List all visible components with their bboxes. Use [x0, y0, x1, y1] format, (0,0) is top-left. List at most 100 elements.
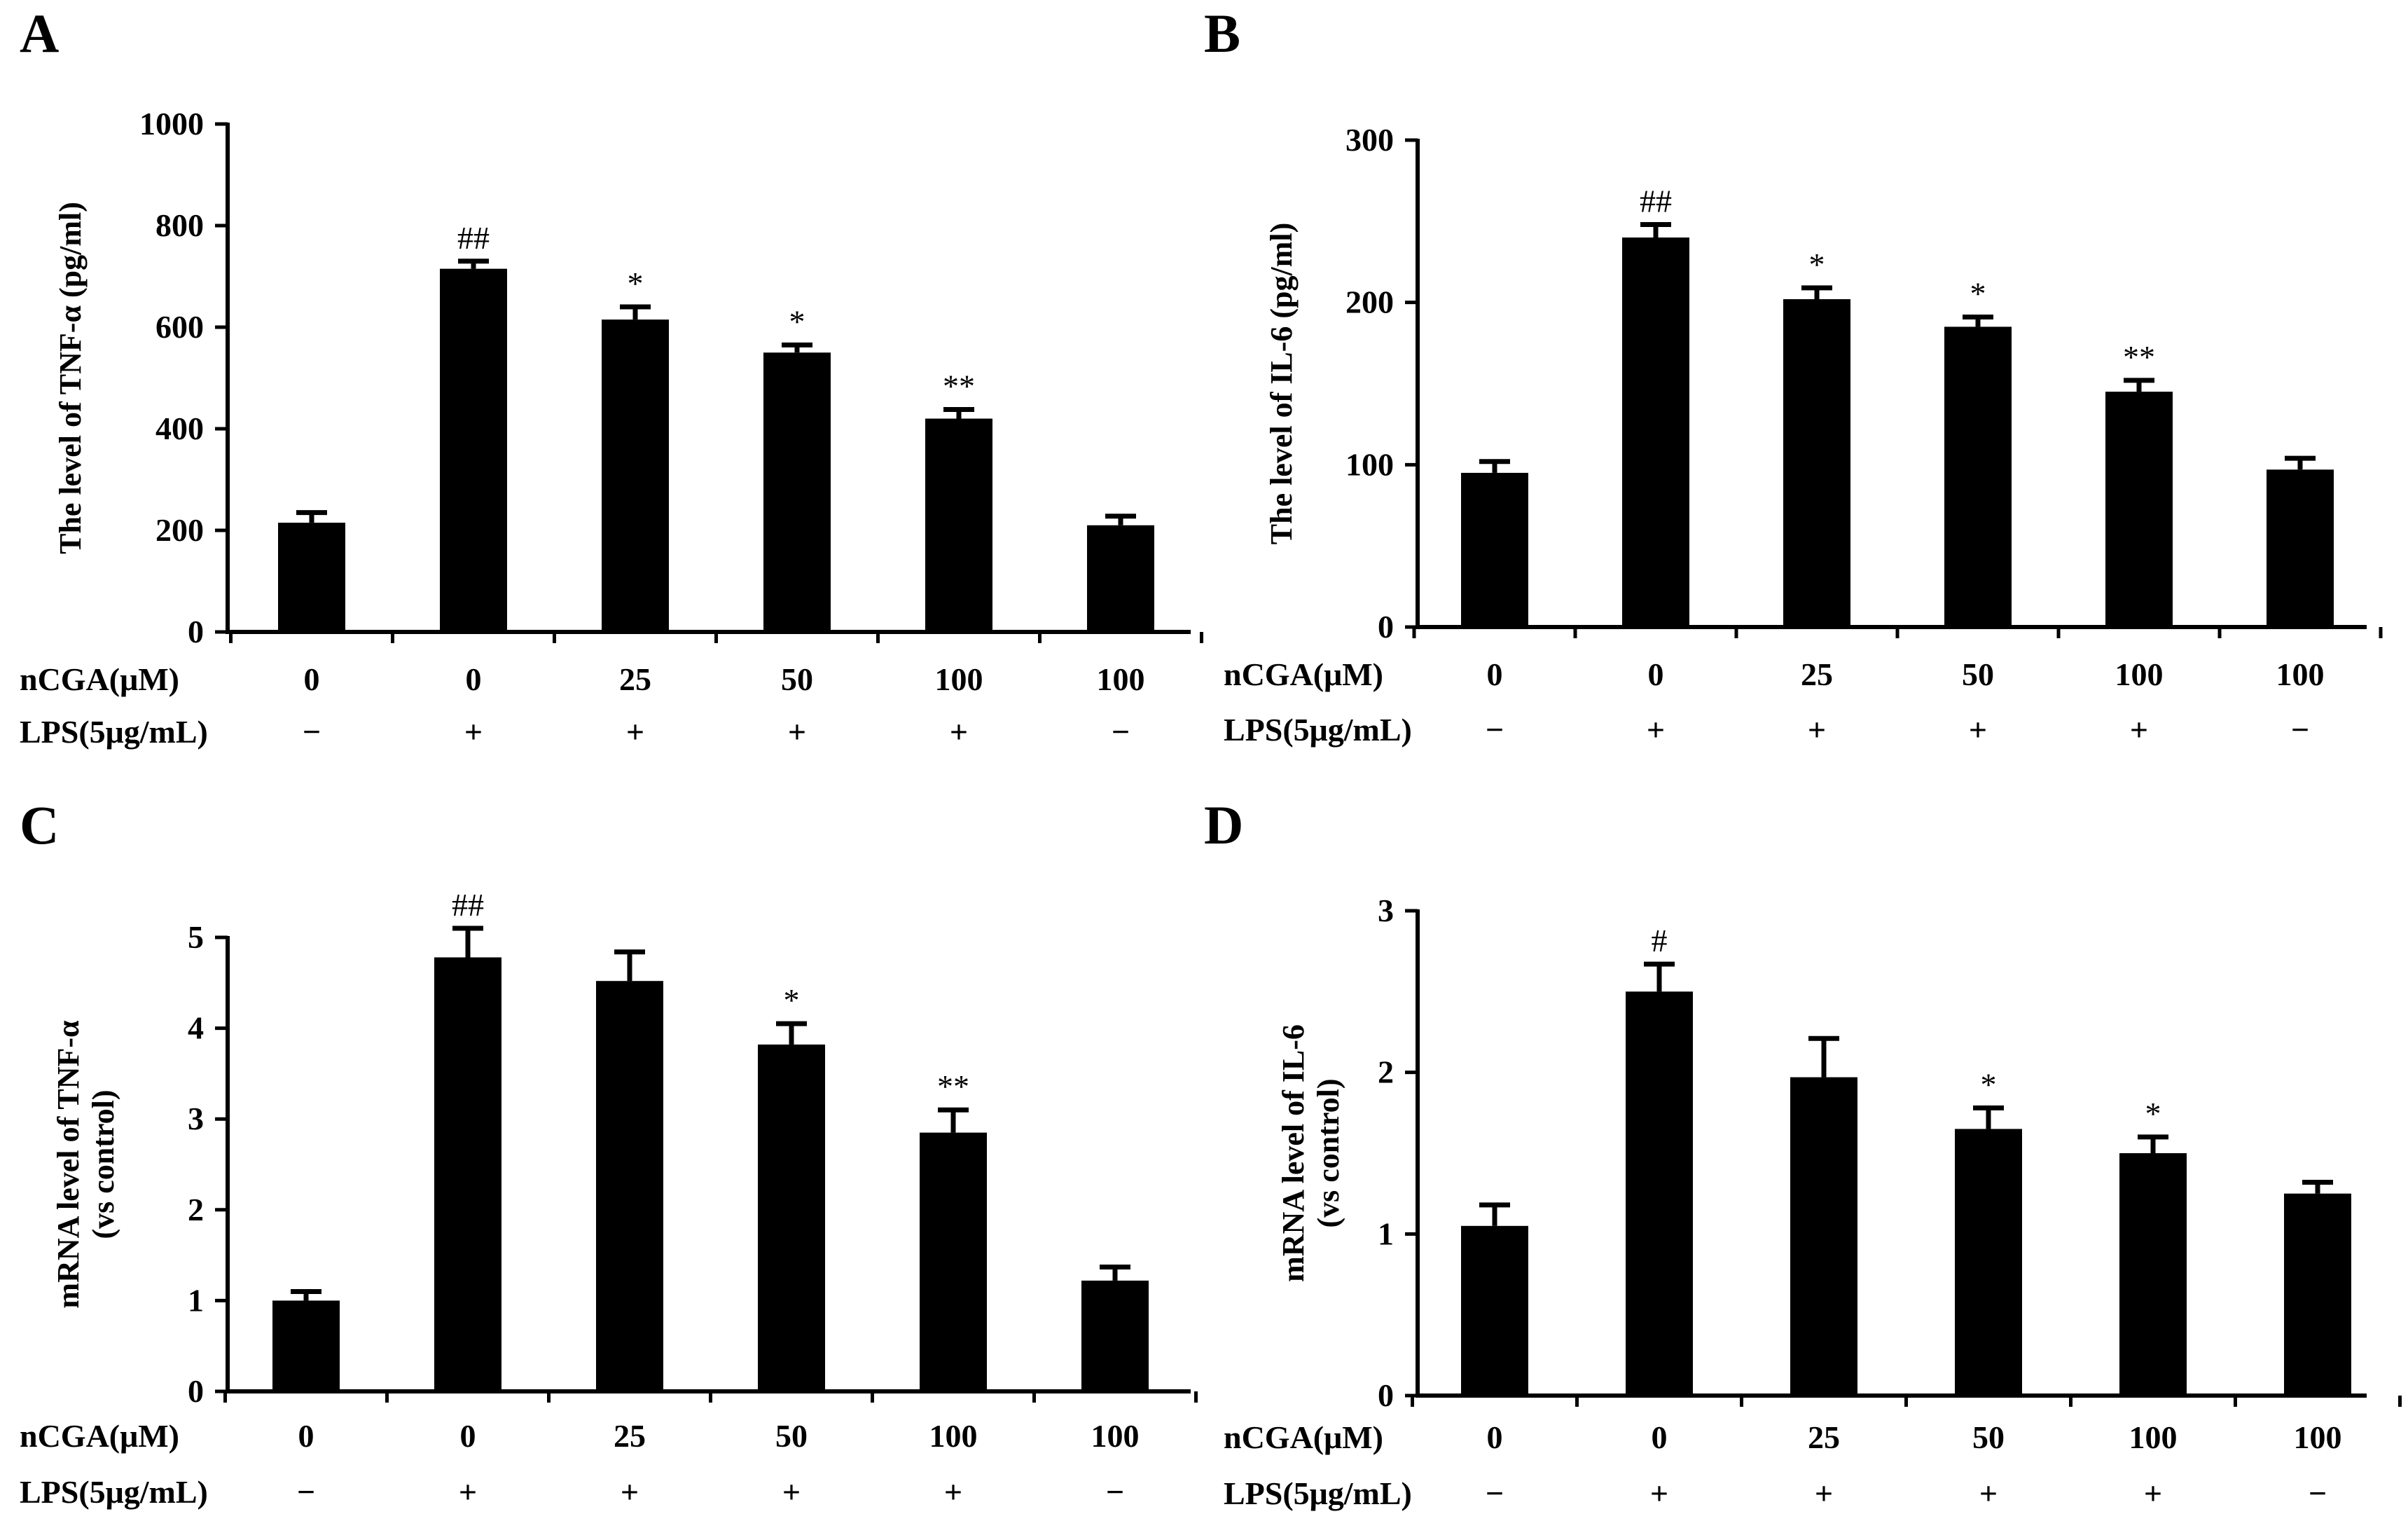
lps-value: +: [2130, 712, 2148, 748]
y-tick-label: 4: [188, 1010, 204, 1046]
lps-value: −: [1486, 1475, 1504, 1511]
bar: [440, 268, 507, 632]
y-tick-label: 1000: [139, 106, 204, 142]
y-tick-label: 0: [188, 1373, 204, 1409]
bar: [1783, 299, 1850, 627]
ncga-value: 100: [2115, 656, 2164, 692]
y-tick-label: 200: [155, 512, 204, 548]
panel-label: C: [20, 794, 59, 855]
bar: [763, 352, 831, 632]
y-tick-label: 1: [188, 1282, 204, 1318]
ncga-value: 100: [929, 1418, 978, 1454]
panel-label: A: [20, 3, 59, 64]
bar: [1461, 1225, 1528, 1396]
bar: [596, 981, 663, 1391]
lps-value: −: [2309, 1475, 2327, 1511]
ncga-value: 0: [466, 661, 482, 697]
ncga-value: 25: [619, 661, 651, 697]
panel-label: B: [1204, 3, 1240, 64]
significance-mark: *: [628, 266, 644, 301]
ncga-value: 0: [1652, 1419, 1668, 1455]
significance-mark: *: [789, 303, 805, 339]
bar: [2105, 392, 2173, 627]
lps-value: +: [464, 714, 483, 750]
bar: [2267, 469, 2334, 627]
bar: [272, 1300, 340, 1391]
y-tick-label: 800: [155, 207, 204, 243]
lps-value: +: [621, 1474, 639, 1510]
significance-mark: *: [2145, 1096, 2161, 1131]
y-axis-label: mRNA level of IL-6: [1276, 1024, 1310, 1282]
lps-value: +: [1979, 1475, 1998, 1511]
bar: [602, 319, 669, 632]
y-tick-label: 200: [1345, 284, 1394, 320]
ncga-value: 50: [775, 1418, 808, 1454]
y-axis-label: The level of IL-6 (pg/ml): [1264, 223, 1299, 545]
bar: [1626, 991, 1693, 1396]
bar: [920, 1132, 987, 1391]
bar: [925, 418, 992, 632]
panel-a: A 0 200 400 600 800 1000 The level of TNF-α (p…: [0, 0, 1204, 764]
panel-d: D 0 1 2 3 mRNA level of IL-6 (vs control) # * * n…: [1204, 764, 2408, 1527]
lps-row-label: LPS(5μg/mL): [20, 714, 208, 750]
ncga-value: 100: [935, 661, 983, 697]
panel-b: B 0 100 200 300 The level of IL-6 (pg/ml) ## *…: [1204, 0, 2408, 764]
y-axis-label: mRNA level of TNF-α: [51, 1020, 85, 1309]
y-tick-label: 400: [155, 411, 204, 446]
panel-label: D: [1204, 794, 1243, 855]
significance-mark: ##: [452, 887, 484, 923]
lps-value: +: [950, 714, 968, 750]
y-tick-label: 600: [155, 309, 204, 345]
bar: [278, 523, 345, 632]
y-axis-label-secondary: (vs control): [1311, 1078, 1345, 1227]
lps-value: −: [297, 1474, 315, 1510]
ncga-value: 100: [2129, 1419, 2178, 1455]
y-tick-label: 300: [1345, 122, 1394, 158]
ncga-value: 25: [614, 1418, 646, 1454]
significance-mark: *: [784, 982, 800, 1018]
ncga-value: 25: [1808, 1419, 1840, 1455]
bar: [758, 1044, 825, 1391]
significance-mark: ##: [1640, 183, 1672, 219]
ncga-row-label: nCGA(μM): [1224, 656, 1383, 692]
lps-value: +: [1647, 712, 1665, 748]
significance-mark: **: [937, 1068, 969, 1104]
lps-value: +: [788, 714, 806, 750]
panel-c: C 0 1 2 3 4 5 mRNA level of TNF-α (vs control) #…: [0, 764, 1204, 1527]
lps-value: +: [1969, 712, 1987, 748]
significance-mark: *: [1970, 276, 1986, 312]
ncga-value: 0: [1648, 656, 1664, 692]
lps-value: +: [1808, 712, 1826, 748]
lps-row-label: LPS(5μg/mL): [20, 1474, 208, 1510]
lps-value: +: [1815, 1475, 1833, 1511]
bar: [434, 957, 501, 1391]
ncga-row-label: nCGA(μM): [1224, 1419, 1383, 1455]
significance-mark: *: [1809, 247, 1825, 282]
lps-row-label: LPS(5μg/mL): [1224, 1475, 1412, 1511]
lps-value: +: [459, 1474, 477, 1510]
significance-mark: *: [1981, 1066, 1997, 1102]
ncga-value: 0: [298, 1418, 314, 1454]
y-tick-label: 0: [1378, 1377, 1394, 1413]
ncga-row-label: nCGA(μM): [20, 661, 179, 697]
significance-mark: **: [943, 368, 975, 404]
y-tick-label: 5: [188, 919, 204, 955]
lps-value: +: [2144, 1475, 2162, 1511]
y-tick-label: 3: [188, 1101, 204, 1136]
ncga-value: 50: [1972, 1419, 2005, 1455]
ncga-value: 100: [1097, 661, 1145, 697]
y-tick-label: 0: [188, 614, 204, 649]
ncga-row-label: nCGA(μM): [20, 1418, 179, 1454]
ncga-value: 25: [1801, 656, 1833, 692]
significance-mark: ##: [457, 220, 490, 256]
significance-mark: #: [1652, 923, 1668, 958]
y-tick-label: 100: [1345, 446, 1394, 482]
lps-row-label: LPS(5μg/mL): [1224, 712, 1412, 748]
chart-c: C 0 1 2 3 4 5 mRNA level of TNF-α (vs control) #…: [20, 794, 1198, 1510]
bar: [1790, 1077, 1857, 1396]
ncga-value: 0: [1487, 1419, 1503, 1455]
y-axis-label: The level of TNF-α (pg/ml): [53, 202, 88, 554]
ncga-value: 50: [781, 661, 813, 697]
lps-value: −: [303, 714, 321, 750]
